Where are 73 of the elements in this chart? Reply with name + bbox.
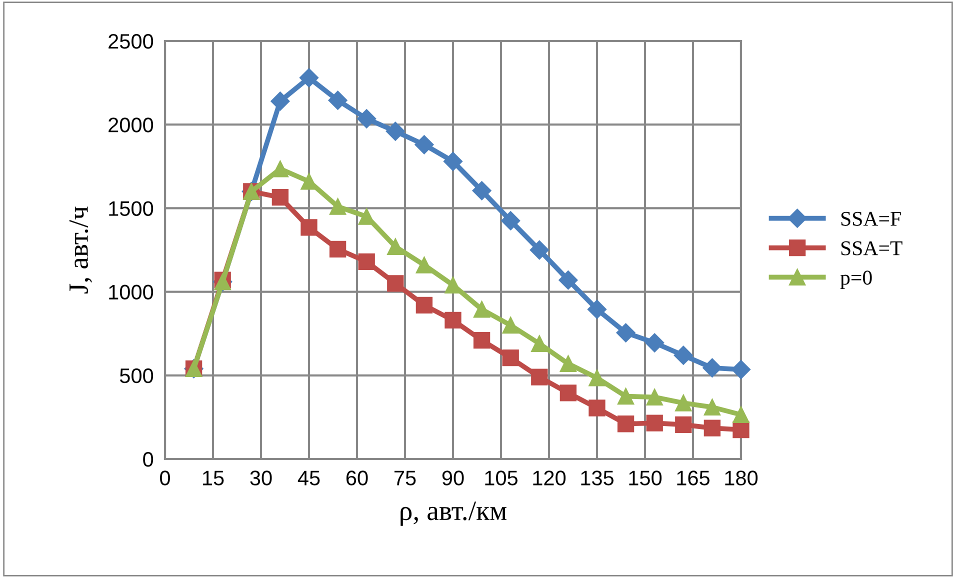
point	[732, 421, 750, 438]
point	[357, 109, 376, 128]
legend-label: p=0	[840, 270, 872, 289]
point	[443, 152, 463, 171]
point	[416, 296, 433, 314]
x-tick-label: 135	[581, 470, 614, 486]
x-tick-label: 30	[250, 470, 272, 486]
x-axis-title: ρ, авт./км	[400, 502, 506, 526]
point	[386, 122, 405, 141]
x-tick-label: 180	[725, 470, 758, 486]
point	[674, 346, 693, 365]
y-tick-label: 2000	[108, 118, 154, 132]
point	[617, 416, 634, 432]
y-axis-title: J, авт./ч	[69, 206, 92, 294]
point	[558, 270, 578, 290]
x-tick-label: 45	[298, 470, 320, 486]
point	[502, 316, 519, 334]
point	[704, 420, 721, 436]
x-tick-label: 120	[533, 470, 566, 486]
x-tick-label: 90	[442, 470, 464, 486]
point	[531, 368, 548, 386]
y-tick-label: 1000	[109, 284, 154, 300]
y-tick-label: 1500	[109, 201, 154, 216]
point	[472, 181, 492, 200]
point	[473, 301, 490, 318]
point	[416, 256, 433, 274]
point	[329, 198, 346, 215]
point	[732, 406, 750, 424]
point	[702, 358, 722, 378]
point	[588, 400, 606, 416]
x-tick-label: 150	[629, 470, 662, 486]
y-tick-label: 2500	[108, 34, 154, 49]
point	[617, 388, 634, 405]
point	[272, 160, 289, 178]
x-tick-label: 15	[203, 470, 224, 486]
point	[530, 240, 549, 260]
point	[560, 384, 577, 402]
x-tick-label: 75	[394, 470, 416, 486]
point	[646, 414, 663, 432]
point	[358, 208, 375, 225]
point	[531, 335, 548, 352]
point	[270, 92, 290, 111]
point	[272, 189, 289, 206]
legend-label: SSA=T	[841, 241, 902, 256]
point	[588, 370, 606, 386]
x-tick-label: 105	[485, 470, 518, 486]
point	[560, 355, 577, 372]
x-tick-label: 165	[677, 470, 710, 486]
point	[329, 240, 346, 258]
point	[299, 68, 319, 88]
point	[587, 300, 607, 319]
point	[387, 275, 404, 292]
y-tick-label: 0	[143, 452, 154, 467]
x-tick-label: 0	[160, 470, 170, 486]
legend-label: SSA=F	[841, 212, 901, 226]
point	[704, 398, 721, 416]
point	[616, 323, 636, 342]
point	[731, 360, 751, 380]
point	[444, 312, 462, 329]
point	[502, 350, 519, 366]
point	[328, 90, 348, 110]
point	[675, 416, 692, 434]
y-tick-label: 500	[120, 368, 154, 384]
x-tick-label: 60	[346, 470, 368, 486]
point	[358, 253, 375, 270]
point	[675, 394, 692, 412]
point	[473, 332, 490, 349]
point	[646, 388, 663, 406]
point	[645, 333, 664, 352]
point	[501, 211, 520, 230]
point	[387, 238, 404, 255]
point	[300, 219, 318, 236]
point	[414, 135, 434, 154]
